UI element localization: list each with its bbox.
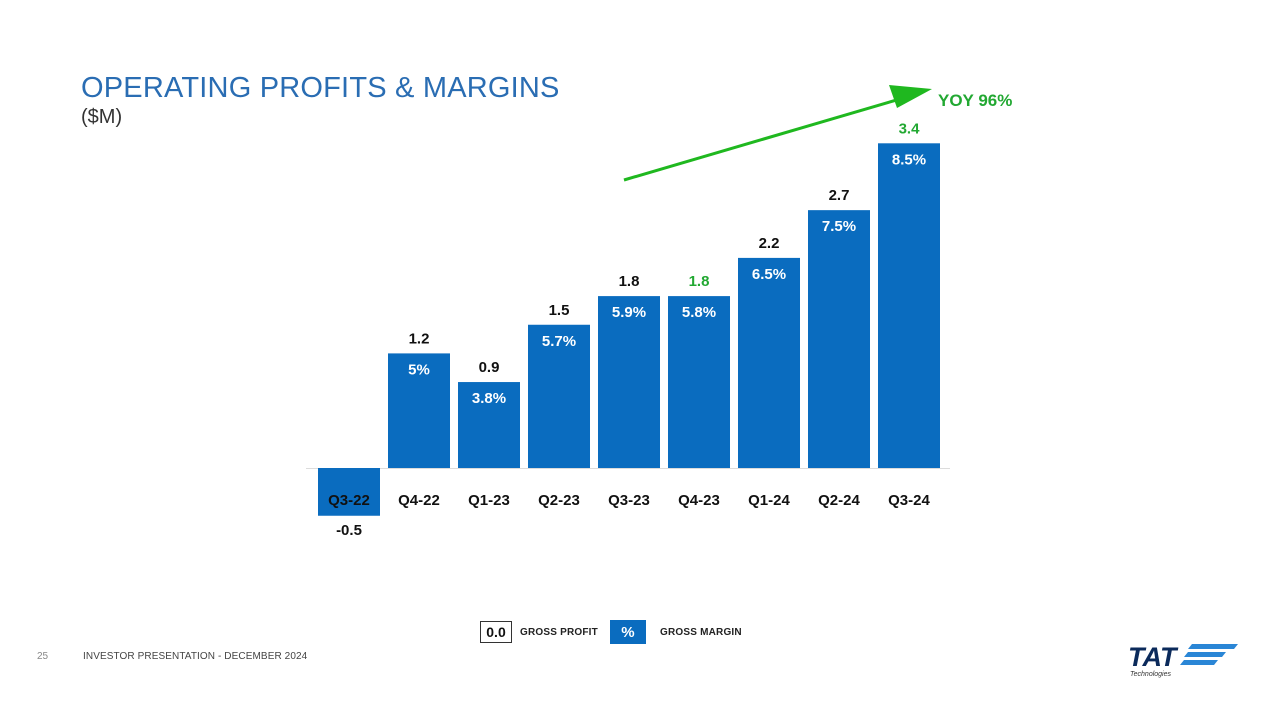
logo-tagline: Technologies <box>1130 671 1171 678</box>
bar-Q2-24 <box>808 210 870 468</box>
value-label-Q3-22: -0.5 <box>336 522 362 539</box>
margin-label-Q3-23: 5.9% <box>612 304 646 321</box>
bar-Q4-22 <box>388 353 450 468</box>
logo-stripe-2 <box>1184 652 1226 657</box>
margin-label-Q4-23: 5.8% <box>682 304 716 321</box>
value-label-Q1-24: 2.2 <box>759 235 780 252</box>
bar-Q4-23 <box>668 296 730 468</box>
legend-profit-label: GROSS PROFIT <box>520 626 598 638</box>
value-label-Q2-24: 2.7 <box>829 187 850 204</box>
category-label-Q3-22: Q3-22 <box>328 492 370 509</box>
bar-Q2-23 <box>528 324 590 468</box>
legend-margin-sample: % <box>609 620 646 644</box>
category-label-Q1-24: Q1-24 <box>748 492 790 509</box>
value-label-Q4-23: 1.8 <box>689 273 710 290</box>
category-label-Q2-23: Q2-23 <box>538 492 580 509</box>
legend-profit-sample: 0.0 <box>480 621 512 643</box>
bar-Q1-23 <box>458 382 520 468</box>
chart-legend: 0.0 GROSS PROFIT % GROSS MARGIN <box>480 620 742 644</box>
value-label-Q1-23: 0.9 <box>479 359 500 376</box>
logo-stripe-3 <box>1180 660 1218 665</box>
value-label-Q3-24: 3.4 <box>899 120 921 137</box>
bar-Q3-24 <box>878 143 940 469</box>
page-subtitle: ($M) <box>81 106 123 128</box>
category-label-Q2-24: Q2-24 <box>818 492 860 509</box>
legend-margin-label: GROSS MARGIN <box>659 626 742 638</box>
bar-Q3-23 <box>598 296 660 468</box>
value-label-Q2-23: 1.5 <box>549 302 570 319</box>
growth-arrow-line <box>623 97 901 182</box>
margin-label-Q4-22: 5% <box>408 361 430 378</box>
margin-label-Q1-24: 6.5% <box>752 266 786 283</box>
page-number: 25 <box>37 651 49 662</box>
category-label-Q3-23: Q3-23 <box>608 492 650 509</box>
category-label-Q4-23: Q4-23 <box>678 492 720 509</box>
bar-Q3-22 <box>318 468 380 516</box>
value-label-Q4-22: 1.2 <box>409 330 430 347</box>
category-label-Q4-22: Q4-22 <box>398 492 440 509</box>
value-label-Q3-23: 1.8 <box>619 273 640 290</box>
yoy-annotation: YOY 96% <box>938 91 1012 110</box>
footer-text: INVESTOR PRESENTATION - DECEMBER 2024 <box>83 651 308 662</box>
growth-arrow-head <box>889 85 932 108</box>
margin-label-Q1-23: 3.8% <box>472 390 506 407</box>
category-label-Q3-24: Q3-24 <box>888 492 930 509</box>
margin-label-Q3-24: 8.5% <box>892 151 926 168</box>
logo-stripe-1 <box>1188 644 1238 649</box>
category-label-Q1-23: Q1-23 <box>468 492 510 509</box>
margin-label-Q2-23: 5.7% <box>542 333 576 350</box>
logo-wordmark: TAT <box>1128 642 1179 672</box>
bar-Q1-24 <box>738 257 800 468</box>
margin-label-Q2-24: 7.5% <box>822 218 856 235</box>
page-title: OPERATING PROFITS & MARGINS <box>81 72 560 104</box>
tat-technologies-logo: TAT Technologies <box>1128 642 1238 678</box>
